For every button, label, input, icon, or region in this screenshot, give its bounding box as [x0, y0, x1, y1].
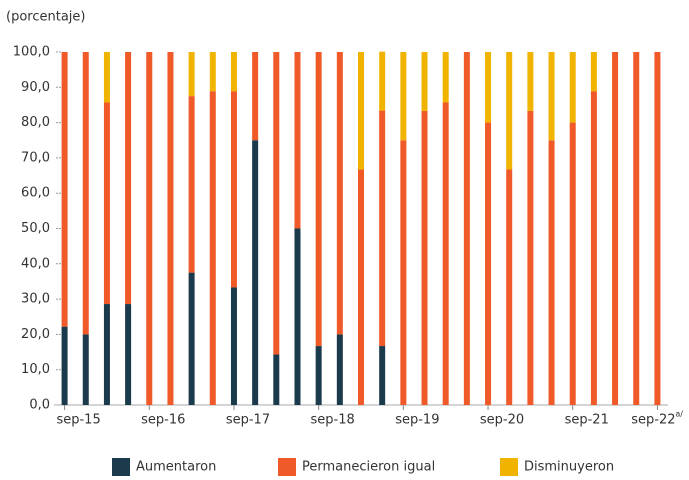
x-tick-note: a/ — [675, 410, 683, 419]
bar-segment — [252, 52, 259, 141]
bar-segment — [188, 272, 195, 405]
bar-segment — [103, 52, 110, 103]
chart-subtitle: (porcentaje) — [6, 10, 85, 25]
x-tick-label: sep-15 — [56, 413, 100, 428]
legend-swatch — [278, 458, 296, 476]
bar-segment — [146, 52, 153, 405]
bar-segment — [654, 52, 661, 405]
bar-segment — [125, 52, 132, 305]
y-tick-label: 60,0 — [21, 186, 50, 201]
bar-segment — [273, 52, 280, 355]
x-tick-label: sep-20 — [480, 413, 524, 428]
bar-segment — [61, 52, 68, 327]
bar-segment — [336, 334, 343, 405]
y-tick-label: 0,0 — [29, 398, 50, 413]
bar-segment — [315, 52, 322, 347]
bar-segment — [188, 52, 195, 97]
bar-segment — [273, 354, 280, 405]
bar-segment — [400, 140, 407, 405]
bar-segment — [379, 51, 386, 111]
bar-segment — [209, 52, 216, 92]
legend-label: Permanecieron igual — [302, 460, 435, 475]
bar-segment — [188, 96, 195, 273]
bar-segment — [548, 140, 555, 405]
bar-segment — [315, 346, 322, 405]
bar-segment — [527, 110, 534, 406]
bar-segment — [463, 52, 470, 405]
bar-segment — [167, 52, 174, 405]
bar-segment — [590, 91, 597, 406]
x-tick-label: sep-16 — [141, 413, 185, 428]
bar-segment — [442, 52, 449, 103]
bar-segment — [230, 52, 237, 92]
y-tick-label: 80,0 — [21, 115, 50, 130]
x-tick-label: sep-22 — [631, 413, 675, 428]
bar-segment — [358, 52, 364, 170]
bar-segment — [527, 52, 534, 111]
x-tick-label: sep-19 — [395, 413, 439, 428]
bar-segment — [103, 304, 110, 405]
y-tick-label: 100,0 — [13, 45, 50, 60]
legend-label: Disminuyeron — [524, 460, 614, 475]
bar-segment — [209, 91, 216, 406]
legend-swatch — [500, 458, 518, 476]
bar-segment — [569, 122, 576, 405]
bar-segment — [336, 52, 343, 335]
legend-label: Aumentaron — [136, 460, 216, 475]
bar-segment — [506, 52, 513, 170]
y-tick-label: 40,0 — [21, 256, 50, 271]
bar-segment — [506, 169, 513, 405]
bar-segment — [294, 52, 301, 229]
bar-segment — [569, 52, 576, 123]
bar-segment — [442, 102, 449, 405]
bar-segment — [252, 140, 259, 405]
bar-segment — [548, 52, 555, 141]
bar-segment — [103, 102, 110, 305]
bar-segment — [230, 91, 237, 288]
bar-segment — [379, 346, 386, 405]
bar-segment — [61, 326, 68, 405]
x-tick-label: sep-18 — [311, 413, 355, 428]
bar-segment — [612, 52, 619, 405]
bar-segment — [590, 52, 597, 92]
bar-segment — [379, 110, 386, 347]
bar-segment — [400, 52, 407, 141]
bar-segment — [421, 110, 428, 406]
bar-segment — [125, 304, 132, 405]
bar-segment — [633, 52, 640, 405]
y-tick-label: 30,0 — [21, 292, 50, 307]
y-tick-label: 90,0 — [21, 80, 50, 95]
bar-segment — [421, 52, 428, 111]
bar-segment — [485, 52, 492, 123]
bar-segment — [358, 169, 364, 405]
bar-segment — [294, 228, 301, 405]
legend-swatch — [112, 458, 130, 476]
x-tick-label: sep-21 — [565, 413, 609, 428]
x-tick-label: sep-17 — [226, 413, 270, 428]
y-tick-label: 70,0 — [21, 150, 50, 165]
bar-segment — [82, 52, 89, 335]
y-tick-label: 50,0 — [21, 221, 50, 236]
bar-segment — [230, 287, 237, 405]
y-tick-label: 10,0 — [21, 362, 50, 377]
bar-segment — [485, 122, 492, 405]
y-tick-label: 20,0 — [21, 327, 50, 342]
bar-segment — [82, 334, 89, 405]
